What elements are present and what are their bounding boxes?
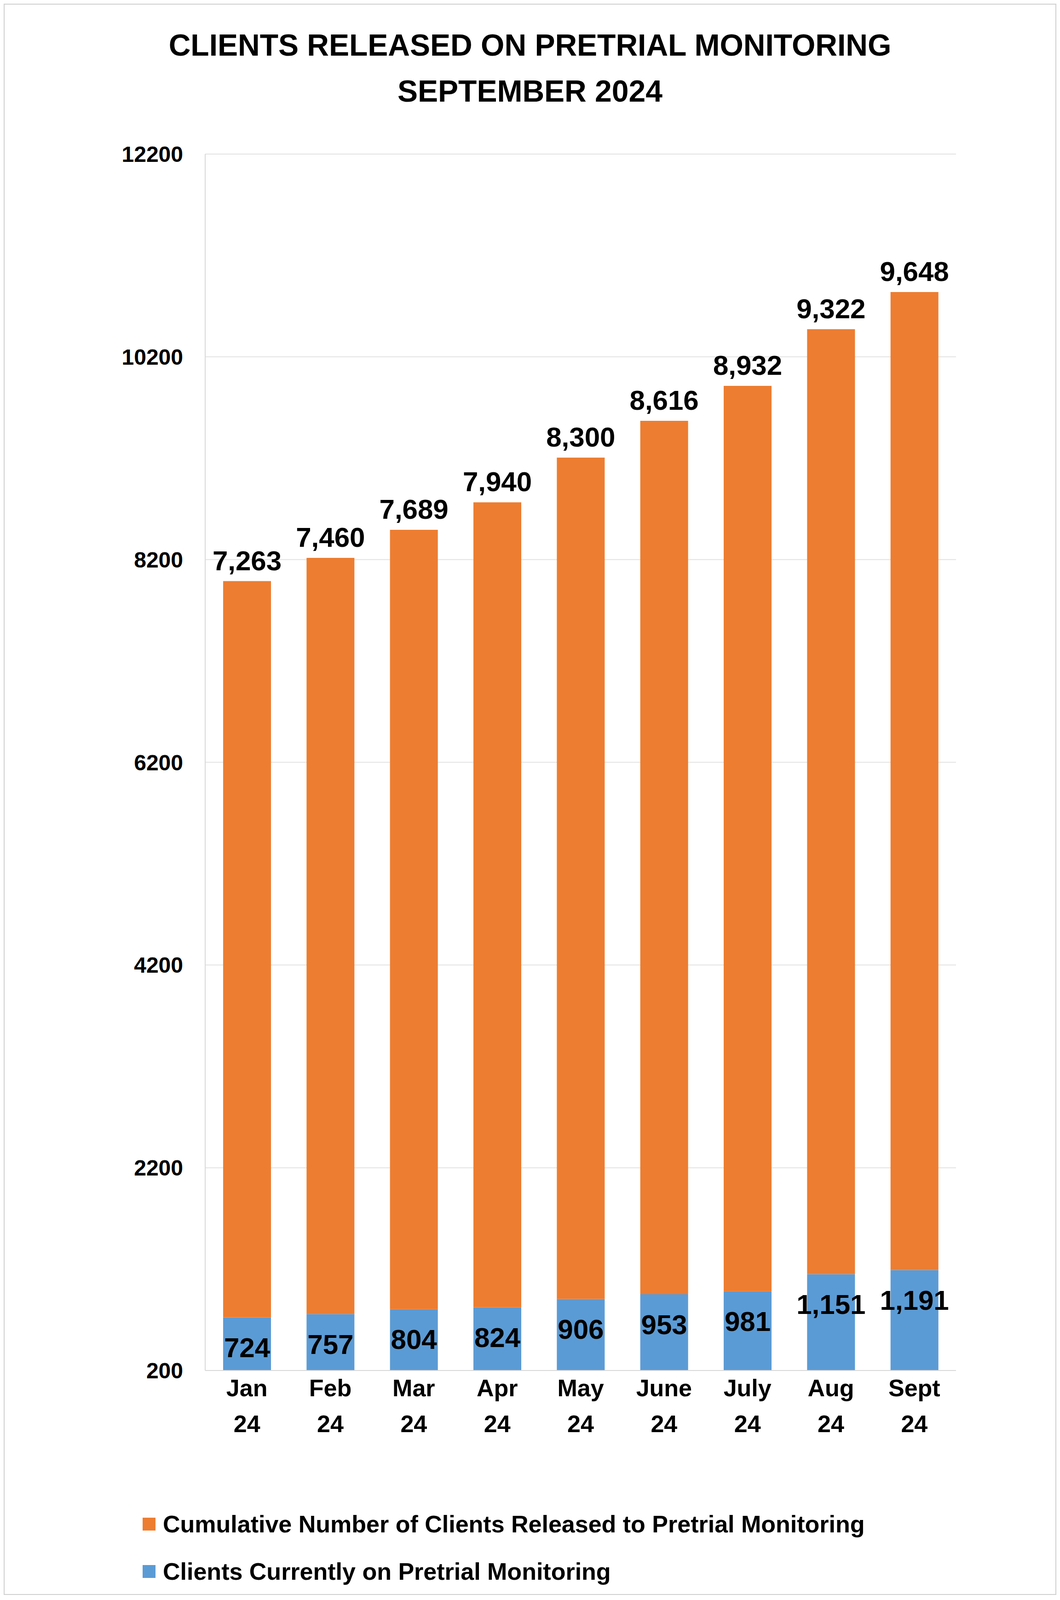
svg-text:10200: 10200 xyxy=(121,345,184,370)
svg-text:724: 724 xyxy=(224,1332,271,1364)
svg-text:906: 906 xyxy=(557,1314,604,1346)
svg-text:8,300: 8,300 xyxy=(546,421,616,453)
svg-text:981: 981 xyxy=(724,1306,771,1338)
svg-text:Mar24: Mar24 xyxy=(392,1375,435,1438)
svg-text:7,689: 7,689 xyxy=(379,494,449,525)
svg-text:1,191: 1,191 xyxy=(880,1285,950,1317)
html-text:CLIENTS RELEASED ON PRETRIAL M: CLIENTS RELEASED ON PRETRIAL MONITORING xyxy=(168,28,892,63)
svg-text:12200: 12200 xyxy=(121,142,184,167)
html-text:SEPTEMBER 2024: SEPTEMBER 2024 xyxy=(397,74,663,109)
svg-text:June24: June24 xyxy=(636,1375,692,1438)
svg-text:8,616: 8,616 xyxy=(629,385,699,416)
html-text:Cumulative Number of Clients R: Cumulative Number of Clients Released to… xyxy=(162,1511,865,1538)
svg-text:Sept24: Sept24 xyxy=(888,1375,941,1438)
svg-text:4200: 4200 xyxy=(133,953,184,978)
svg-text:6200: 6200 xyxy=(133,750,184,776)
svg-text:804: 804 xyxy=(391,1324,438,1356)
html-text:Clients Currently on Pretrial: Clients Currently on Pretrial Monitoring xyxy=(162,1558,611,1586)
svg-text:8200: 8200 xyxy=(133,547,184,573)
svg-text:7,263: 7,263 xyxy=(212,545,282,577)
svg-text:200: 200 xyxy=(146,1359,184,1384)
svg-text:7,460: 7,460 xyxy=(295,522,365,554)
svg-text:9,648: 9,648 xyxy=(880,256,950,288)
svg-text:Apr24: Apr24 xyxy=(476,1375,519,1438)
svg-text:July24: July24 xyxy=(723,1375,772,1438)
svg-text:Aug24: Aug24 xyxy=(807,1375,854,1438)
svg-text:7,940: 7,940 xyxy=(462,466,532,498)
svg-text:Feb24: Feb24 xyxy=(309,1375,352,1438)
svg-text:2200: 2200 xyxy=(133,1156,184,1181)
svg-text:8,932: 8,932 xyxy=(713,350,783,381)
svg-text:1,151: 1,151 xyxy=(796,1289,866,1321)
svg-text:953: 953 xyxy=(641,1309,688,1341)
svg-text:824: 824 xyxy=(474,1322,521,1354)
svg-text:9,322: 9,322 xyxy=(796,293,866,325)
svg-text:May24: May24 xyxy=(557,1375,604,1438)
svg-text:757: 757 xyxy=(307,1329,354,1361)
svg-text:Jan24: Jan24 xyxy=(226,1375,268,1438)
